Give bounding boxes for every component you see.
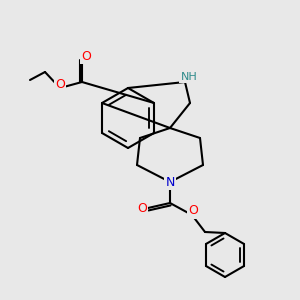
Text: O: O: [188, 205, 198, 218]
Text: N: N: [165, 176, 175, 188]
Text: O: O: [137, 202, 147, 214]
Text: O: O: [55, 79, 65, 92]
Text: NH: NH: [181, 72, 197, 82]
Text: O: O: [81, 50, 91, 62]
